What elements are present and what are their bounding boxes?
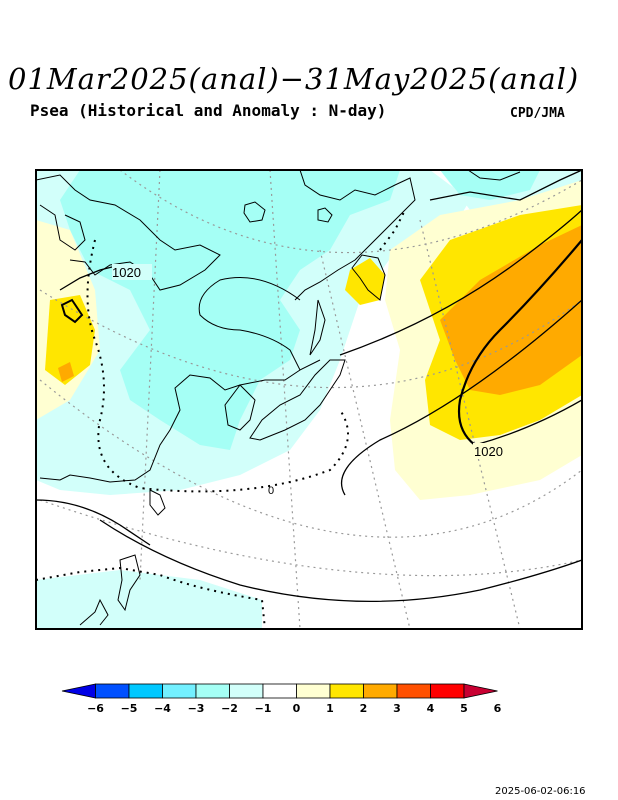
color-scale-swatch bbox=[329, 683, 364, 699]
contour-label-bg-1 bbox=[112, 264, 152, 280]
color-scale-tick-label: 6 bbox=[494, 702, 502, 715]
color-scale-tick-label: 0 bbox=[293, 702, 301, 715]
color-scale-tick-label: −4 bbox=[154, 702, 171, 715]
graticule bbox=[39, 170, 582, 629]
color-scale-swatch bbox=[128, 683, 163, 699]
color-scale-swatch bbox=[95, 683, 130, 699]
high-pressure-1020-isobar-east bbox=[474, 399, 582, 446]
color-scale-tick-label: 5 bbox=[460, 702, 468, 715]
chart-subtitle: Psea (Historical and Anomaly : N-day) bbox=[30, 101, 387, 120]
color-scale-swatch bbox=[61, 683, 96, 699]
color-scale-swatch bbox=[430, 683, 465, 699]
chart-title: 01Mar2025(anal)−31May2025(anal) bbox=[8, 62, 580, 96]
high-pressure-1020-isobar bbox=[457, 239, 582, 446]
color-scale-swatch bbox=[296, 683, 331, 699]
color-scale-tick-label: −1 bbox=[255, 702, 272, 715]
positive-anomaly-2-west bbox=[45, 295, 95, 385]
isobars bbox=[36, 170, 582, 602]
color-scale-swatch bbox=[262, 683, 297, 699]
map-frame bbox=[35, 169, 583, 630]
contour-label-1020-east: 1020 bbox=[474, 444, 503, 459]
color-scale-swatch bbox=[463, 683, 498, 699]
contour-label-1020-west: 1020 bbox=[112, 265, 141, 280]
negative-anomaly-core bbox=[60, 170, 400, 450]
coastlines bbox=[36, 170, 521, 626]
color-scale-tick-label: 3 bbox=[393, 702, 401, 715]
contour-label-bg-2 bbox=[473, 443, 513, 459]
color-scale: −6 −5 −4 −3 −2 −1 0 1 2 3 4 5 6 bbox=[61, 683, 502, 715]
contour-label-zero: 0 bbox=[268, 485, 274, 497]
positive-anomaly-2-japan-sea bbox=[345, 258, 385, 305]
zero-anomaly-contours bbox=[36, 209, 406, 629]
color-scale-swatch bbox=[363, 683, 398, 699]
positive-anomaly-3-west bbox=[58, 362, 74, 382]
color-scale-tick-label: −3 bbox=[188, 702, 205, 715]
low-pressure-cell bbox=[60, 298, 84, 324]
color-scale-tick-label: −6 bbox=[87, 702, 104, 715]
agency-label: CPD/JMA bbox=[510, 106, 565, 121]
positive-anomaly-3 bbox=[440, 225, 582, 395]
color-scale-swatch bbox=[229, 683, 264, 699]
color-scale-tick-label: 1 bbox=[326, 702, 334, 715]
timestamp: 2025-06-02-06:16 bbox=[495, 786, 586, 797]
color-scale-tick-label: 2 bbox=[360, 702, 368, 715]
color-scale-tick-label: −5 bbox=[121, 702, 138, 715]
color-scale-swatch bbox=[396, 683, 431, 699]
map-area: 1020 1020 0 bbox=[36, 170, 582, 629]
color-scale-tick-label: 4 bbox=[427, 702, 435, 715]
color-scale-swatch bbox=[162, 683, 197, 699]
color-scale-tick-label: −2 bbox=[221, 702, 238, 715]
color-scale-swatch bbox=[195, 683, 230, 699]
